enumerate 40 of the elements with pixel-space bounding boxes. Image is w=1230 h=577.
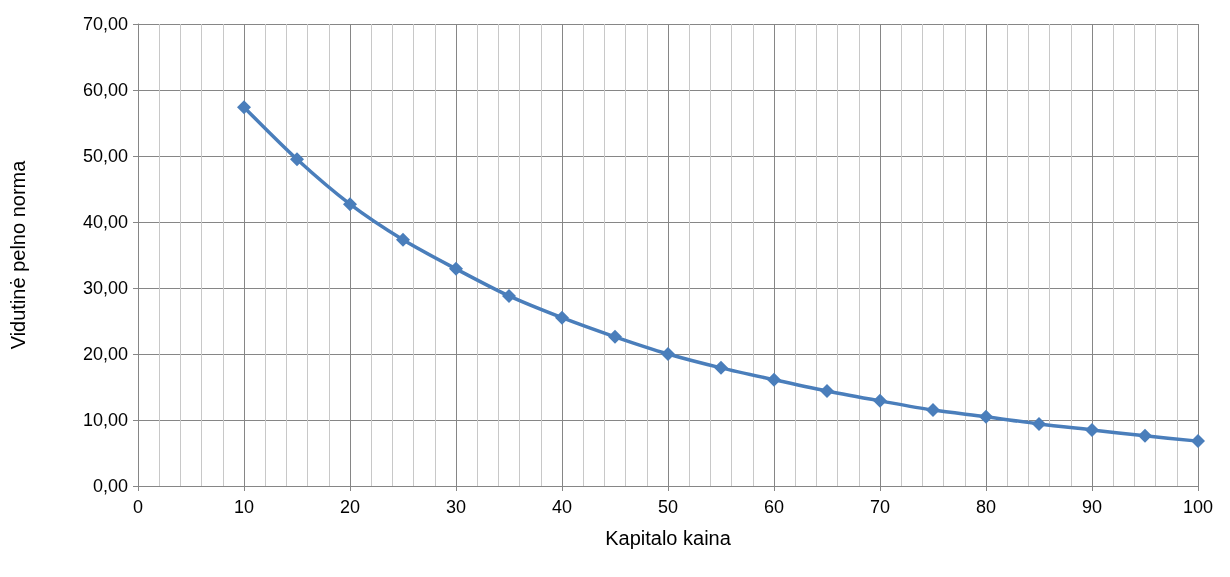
y-tick-label: 30,00: [82, 278, 128, 298]
x-tick-label: 10: [233, 497, 255, 517]
point: [1032, 416, 1046, 431]
x-tick-label: 60: [763, 497, 785, 517]
point: [1085, 422, 1099, 437]
point: [396, 232, 410, 247]
point: [449, 261, 463, 276]
x-axis-title: Kapitalo kaina: [605, 527, 732, 549]
point: [979, 409, 993, 424]
point: [1138, 428, 1152, 443]
point: [237, 100, 251, 115]
point: [1191, 434, 1205, 449]
x-tick-label: 30: [445, 497, 467, 517]
x-tick-label: 90: [1081, 497, 1103, 517]
point: [555, 310, 569, 325]
x-tick-label: 40: [551, 497, 573, 517]
point: [608, 329, 622, 344]
x-tick-label: 0: [132, 497, 144, 517]
point: [714, 360, 728, 375]
x-tick-label: 20: [339, 497, 361, 517]
y-tick-label: 20,00: [82, 344, 128, 364]
point: [661, 347, 675, 361]
x-tick-label: 100: [1182, 497, 1214, 517]
point: [502, 288, 516, 303]
point: [820, 383, 834, 398]
x-tick-label: 50: [657, 497, 679, 517]
point: [926, 403, 940, 418]
y-tick-label: 40,00: [82, 212, 128, 232]
point: [873, 393, 887, 408]
y-tick-label: 0,00: [92, 476, 128, 496]
point: [767, 372, 781, 387]
y-axis-title: Vidutinė pelno norma: [7, 159, 29, 350]
x-tick-label: 80: [975, 497, 997, 517]
x-tick-label: 70: [869, 497, 891, 517]
y-tick-label: 50,00: [82, 146, 128, 166]
y-tick-label: 70,00: [82, 14, 128, 34]
y-tick-label: 10,00: [82, 410, 128, 430]
point: [343, 197, 357, 212]
point: [290, 152, 304, 167]
y-tick-label: 60,00: [82, 80, 128, 100]
